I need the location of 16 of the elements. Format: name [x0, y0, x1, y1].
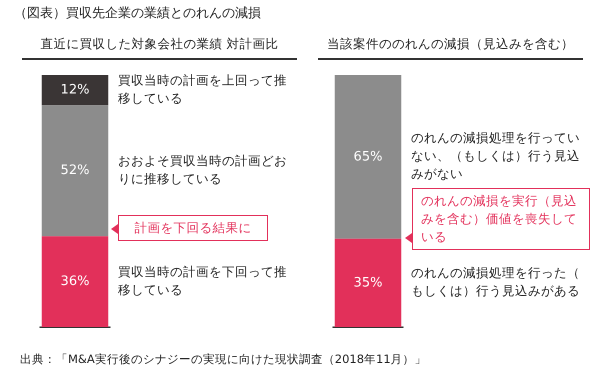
text: （図表）買収先企業の業績とのれんの減損 [14, 5, 261, 22]
data-label: 35% [354, 275, 382, 290]
series-label: 買収当時の計画を下回って推移している [118, 264, 287, 297]
data-label: 52% [60, 163, 90, 178]
text: 直近に買収した対象会社の業績 対計画比 [22, 36, 297, 60]
source-note: 出典：「M&A実行後のシナジーの実現に向けた現状調査（2018年11月）」 [20, 352, 427, 367]
series-label: おおよそ買収当時の計画どおりに推移している [118, 153, 287, 186]
series-label: のれんの減損処理を行っていない、（もしくは）行う見込みがない [411, 130, 580, 182]
text: 計画を下回る結果に [118, 215, 268, 241]
series-label: のれんの減損処理を行った（もしくは）行う見込みがある [411, 265, 580, 298]
data-label: 65% [354, 149, 382, 164]
text: 当該案件ののれんの減損（見込みを含む） [318, 36, 583, 60]
series-label: 買収当時の計画を上回って推移している [118, 72, 287, 106]
data-label: 12% [60, 82, 90, 98]
data-label: 36% [60, 274, 90, 290]
text: のれんの減損を実行（見込みを含む）価値を喪失している [412, 188, 590, 250]
